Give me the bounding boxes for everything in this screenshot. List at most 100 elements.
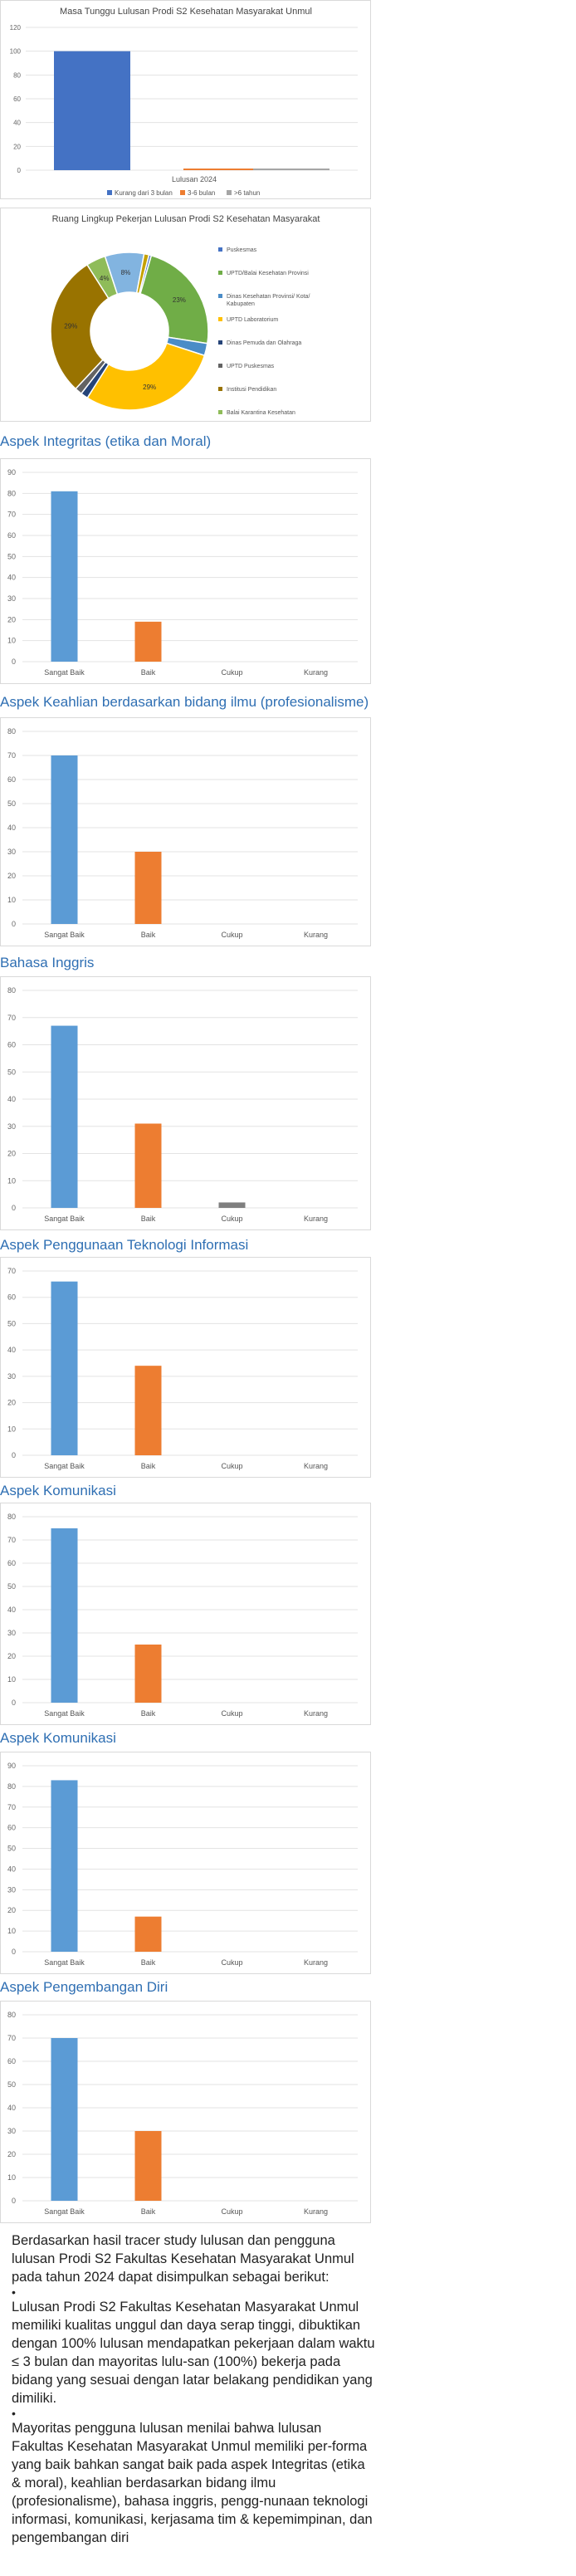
bullet-icon: •	[12, 2407, 16, 2420]
x-category-label: Kurang	[304, 1709, 328, 1718]
slice-label: 4%	[100, 275, 110, 282]
legend-label: Kabupaten	[227, 301, 255, 307]
y-tick-label: 50	[7, 799, 16, 808]
y-tick-label: 40	[7, 1865, 16, 1873]
y-tick-label: 30	[7, 1372, 16, 1381]
section-title: Aspek Penggunaan Teknologi Informasi	[0, 1237, 249, 1253]
x-category-label: Baik	[141, 1215, 156, 1223]
bar-baik	[134, 1916, 162, 1952]
x-category-label: Cukup	[221, 2207, 242, 2216]
x-category-label: Cukup	[221, 668, 242, 677]
legend-label: Puskesmas	[227, 247, 257, 253]
legend-swatch	[218, 340, 222, 345]
x-category-label: Kurang	[304, 1215, 328, 1223]
y-tick-label: 50	[7, 2080, 16, 2089]
y-tick-label: 20	[7, 2150, 16, 2158]
section-title: Bahasa Inggris	[0, 955, 95, 970]
y-tick-label: 0	[12, 1948, 16, 1956]
bar-baik	[134, 1645, 162, 1703]
legend-swatch	[218, 247, 222, 252]
y-tick-label: 70	[7, 1803, 16, 1811]
y-tick-label: 30	[7, 1122, 16, 1131]
y-tick-label: 50	[7, 1845, 16, 1853]
legend-swatch	[218, 387, 222, 391]
y-tick-label: 60	[13, 95, 21, 103]
y-tick-label: 40	[7, 1346, 16, 1354]
y-tick-label: 40	[7, 1606, 16, 1614]
y-tick-label: 80	[7, 1513, 16, 1521]
y-tick-label: 0	[12, 1204, 16, 1212]
legend-label: Institusi Pendidikan	[227, 387, 276, 393]
summary: Berdasarkan hasil tracer study lulusan d…	[12, 2231, 377, 2547]
pie-slice	[139, 254, 209, 345]
y-tick-label: 60	[7, 775, 16, 784]
y-tick-label: 60	[7, 1041, 16, 1049]
section-title: Aspek Integritas (etika dan Moral)	[0, 433, 212, 449]
x-category-label: Sangat Baik	[44, 2207, 85, 2216]
y-tick-label: 60	[7, 2057, 16, 2065]
legend-swatch	[218, 271, 222, 275]
y-tick-label: 0	[17, 167, 22, 174]
legend-swatch	[227, 190, 232, 195]
legend-swatch	[180, 190, 185, 195]
y-tick-label: 0	[12, 657, 16, 666]
x-category-label: Baik	[141, 1462, 156, 1470]
x-category-label: Sangat Baik	[44, 1709, 85, 1718]
legend-swatch	[218, 317, 222, 321]
bar-kurang-dari-3-bulan	[54, 51, 130, 170]
x-category-label: Kurang	[304, 2207, 328, 2216]
bar-baik	[134, 852, 162, 924]
legend-label: >6 tahun	[234, 189, 260, 197]
bar-chart: 0 10 20 30 40 50 60 70 Sangat Baik Baik Cukup Kuran…	[7, 1267, 358, 1470]
y-tick-label: 10	[7, 637, 16, 645]
y-tick-label: 20	[7, 1150, 16, 1158]
y-tick-label: 40	[7, 824, 16, 832]
y-tick-label: 60	[7, 1559, 16, 1567]
x-category-label: Cukup	[221, 1215, 242, 1223]
bar-chart: 0 10 20 30 40 50 60 70 80 Sangat Baik Baik Cukup Kur…	[7, 727, 358, 939]
legend-swatch	[218, 364, 222, 368]
y-tick-label: 50	[7, 1582, 16, 1591]
y-tick-label: 70	[7, 751, 16, 760]
x-category-label: Baik	[141, 931, 156, 939]
x-category-label: Kurang	[304, 1958, 328, 1967]
summary-point: Mayoritas pengguna lulusan menilai bahwa…	[12, 2421, 373, 2545]
x-category-label: Kurang	[304, 931, 328, 939]
bar-sangat-baik	[51, 1528, 78, 1703]
legend-swatch	[107, 190, 112, 195]
chart-title: Masa Tunggu Lulusan Prodi S2 Kesehatan M…	[60, 7, 312, 17]
y-tick-label: 80	[7, 489, 16, 497]
legend-label: Kurang dari 3 bulan	[115, 189, 173, 197]
bar-chart: 0 10 20 30 40 50 60 70 80 90 Sangat Baik Baik Cukup K…	[7, 468, 358, 677]
y-tick-label: 40	[7, 2104, 16, 2112]
bar-chart-card: 0 10 20 30 40 50 60 70 80 Sangat Baik Baik Cukup Kur…	[0, 2001, 371, 2223]
x-category-label: Cukup	[221, 931, 242, 939]
summary-intro: Berdasarkan hasil tracer study lulusan d…	[12, 2233, 354, 2285]
legend-label: Balai Karantina Kesehatan	[227, 410, 295, 416]
bar-chart-card: 0 10 20 30 40 50 60 70 80 Sangat Baik Baik Cukup Kur…	[0, 1503, 371, 1725]
y-tick-label: 100	[10, 48, 22, 56]
x-category-label: Baik	[141, 2207, 156, 2216]
y-tick-label: 0	[12, 1451, 16, 1459]
y-tick-label: 90	[7, 1762, 16, 1770]
y-tick-label: 40	[7, 574, 16, 582]
bar-chart: 0 10 20 30 40 50 60 70 80 Sangat Baik Baik Cukup Kur…	[7, 2011, 358, 2216]
section-title: Aspek Komunikasi	[0, 1730, 116, 1746]
section-title: Aspek Komunikasi	[0, 1483, 116, 1498]
y-tick-label: 70	[7, 1267, 16, 1275]
legend-label: Dinas Pemuda dan Olahraga	[227, 340, 301, 346]
y-tick-label: 10	[7, 1675, 16, 1684]
waiting-time-chart: Masa Tunggu Lulusan Prodi S2 Kesehatan M…	[0, 0, 371, 199]
y-tick-label: 70	[7, 2034, 16, 2042]
y-tick-label: 90	[7, 468, 16, 477]
y-tick-label: 30	[7, 1885, 16, 1894]
bar-sangat-baik	[51, 491, 78, 662]
y-tick-label: 40	[13, 120, 21, 127]
x-category-label: Baik	[141, 668, 156, 677]
x-category-label: Sangat Baik	[44, 931, 85, 939]
y-tick-label: 70	[7, 511, 16, 519]
y-tick-label: 70	[7, 1536, 16, 1544]
x-category-label: Sangat Baik	[44, 1462, 85, 1470]
y-tick-label: 120	[10, 24, 22, 32]
waiting-time-chart-svg: Masa Tunggu Lulusan Prodi S2 Kesehatan M…	[10, 7, 358, 197]
